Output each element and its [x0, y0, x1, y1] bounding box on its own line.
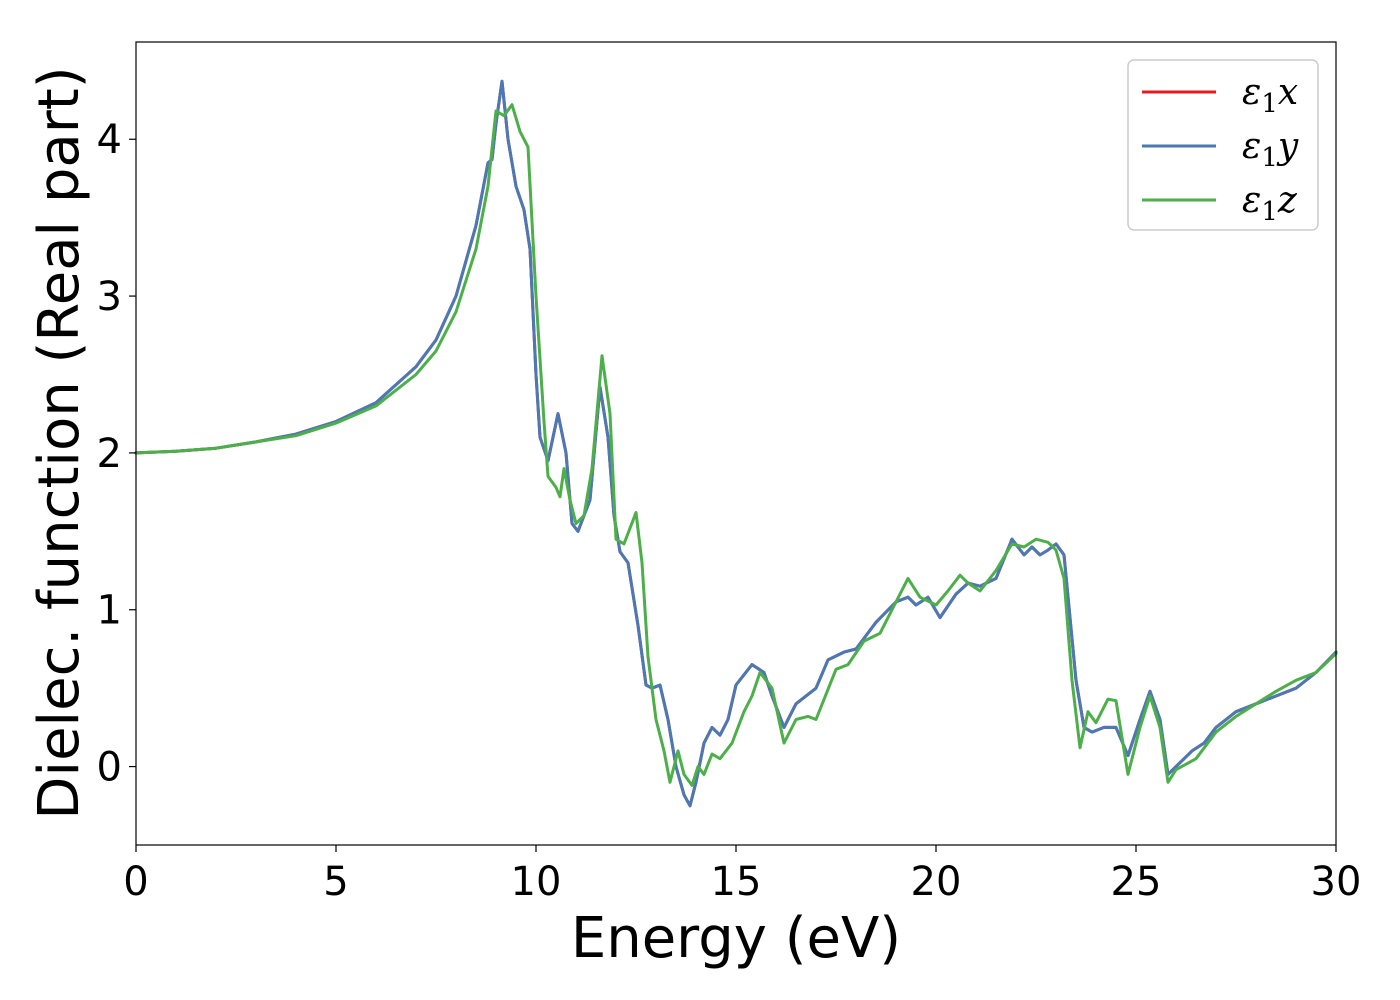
legend-entry-label: ε1x	[1242, 72, 1298, 119]
x-tick-label: 30	[1311, 859, 1362, 905]
y-axis: 0 1 2 3 4	[97, 117, 136, 791]
y-tick-label: 3	[97, 274, 122, 320]
series-line-z	[134, 103, 1338, 787]
x-tick-label: 15	[711, 859, 762, 905]
legend: ε1x ε1y ε1z	[1127, 59, 1319, 231]
legend-entry-label: ε1y	[1242, 126, 1299, 173]
series-layer	[134, 79, 1338, 808]
x-tick-label: 0	[123, 859, 148, 905]
x-axis: 0 5 10 15 20 25 30	[123, 845, 1361, 905]
legend-entry-label: ε1z	[1242, 180, 1298, 227]
y-tick-label: 1	[97, 588, 122, 634]
series-line-y	[134, 79, 1338, 808]
x-tick-label: 20	[911, 859, 962, 905]
x-tick-label: 25	[1111, 859, 1162, 905]
legend-box	[1127, 59, 1319, 231]
y-tick-label: 4	[97, 117, 122, 163]
y-tick-label: 0	[97, 745, 122, 791]
y-axis-title: Dielec. function (Real part)	[27, 66, 92, 819]
x-tick-label: 10	[511, 859, 562, 905]
y-tick-label: 2	[97, 431, 122, 477]
x-tick-label: 5	[323, 859, 348, 905]
x-axis-title: Energy (eV)	[571, 906, 901, 971]
